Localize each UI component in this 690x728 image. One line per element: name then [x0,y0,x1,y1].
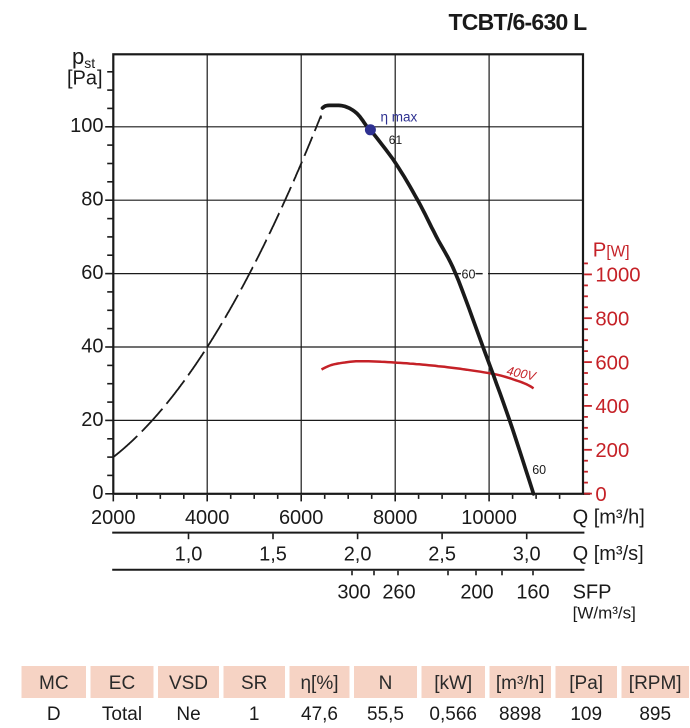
svg-text:2,0: 2,0 [344,544,372,566]
svg-text:Q [m³/s]: Q [m³/s] [573,543,644,565]
svg-text:100: 100 [70,115,103,137]
svg-text:Ne: Ne [176,704,200,725]
svg-text:SFP: SFP [573,582,612,604]
svg-text:[RPM]: [RPM] [629,673,682,694]
svg-text:Total: Total [102,704,142,725]
svg-text:Q [m³/h]: Q [m³/h] [573,507,645,529]
svg-text:SR: SR [241,673,267,694]
svg-text:55,5: 55,5 [367,704,404,725]
svg-text:[Pa]: [Pa] [569,673,603,694]
svg-text:8000: 8000 [373,507,418,529]
svg-text:200: 200 [595,440,629,462]
svg-text:8898: 8898 [499,704,541,725]
svg-text:300: 300 [337,582,370,604]
svg-text:60: 60 [532,463,546,477]
svg-text:0: 0 [595,484,606,506]
svg-text:1: 1 [249,704,260,725]
svg-text:2000: 2000 [91,507,136,529]
svg-text:0: 0 [92,482,103,504]
svg-text:[m³/h]: [m³/h] [496,673,545,694]
svg-text:[W/m³/s]: [W/m³/s] [573,604,636,623]
svg-text:40: 40 [81,335,103,357]
svg-text:η max: η max [381,109,418,124]
svg-text:1,0: 1,0 [175,544,203,566]
svg-text:EC: EC [109,673,135,694]
svg-text:η[%]: η[%] [300,673,338,694]
svg-text:600: 600 [595,352,629,374]
svg-text:895: 895 [639,704,671,725]
svg-text:400: 400 [595,396,629,418]
svg-text:6000: 6000 [279,507,324,529]
svg-text:1000: 1000 [595,265,640,287]
svg-text:60: 60 [81,262,103,284]
svg-text:MC: MC [39,673,69,694]
svg-text:2,5: 2,5 [428,544,456,566]
svg-text:[Pa]: [Pa] [67,68,103,90]
svg-text:3,0: 3,0 [513,544,541,566]
svg-text:160: 160 [516,582,549,604]
svg-text:0,566: 0,566 [429,704,477,725]
svg-text:800: 800 [595,309,629,331]
svg-text:[kW]: [kW] [434,673,472,694]
svg-text:N: N [379,673,393,694]
svg-text:400V: 400V [505,364,538,384]
svg-text:47,6: 47,6 [301,704,338,725]
svg-text:80: 80 [81,189,103,211]
svg-text:VSD: VSD [169,673,208,694]
svg-text:260: 260 [382,582,415,604]
svg-text:TCBT/6-630 L: TCBT/6-630 L [449,9,588,35]
svg-text:10000: 10000 [461,507,517,529]
svg-text:109: 109 [570,704,602,725]
svg-text:D: D [47,704,61,725]
svg-text:P[W]: P[W] [593,240,630,262]
svg-text:4000: 4000 [185,507,230,529]
svg-text:20: 20 [81,409,103,431]
svg-text:200: 200 [460,582,493,604]
svg-text:60: 60 [462,267,476,281]
svg-text:61: 61 [389,133,403,147]
svg-text:1,5: 1,5 [259,544,287,566]
